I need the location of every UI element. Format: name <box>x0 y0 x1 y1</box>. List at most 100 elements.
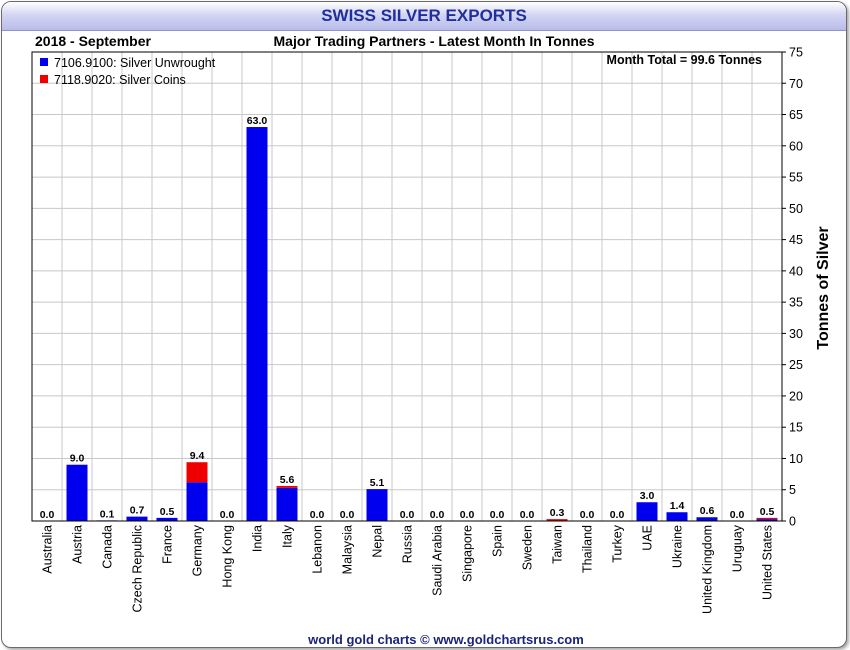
month-total: Month Total = 99.6 Tonnes <box>607 53 762 67</box>
period-label: 2018 - September <box>35 33 151 49</box>
data-label: 0.0 <box>430 509 445 521</box>
category-label: Turkey <box>611 524 625 562</box>
data-label: 0.5 <box>760 506 775 518</box>
bar-unwrought <box>696 517 718 521</box>
data-label: 0.6 <box>700 505 715 517</box>
bar-unwrought <box>246 127 268 521</box>
legend-label-coins: 7118.9020: Silver Coins <box>54 73 186 87</box>
y-tick-label: 30 <box>789 327 803 341</box>
category-label: UAE <box>641 525 655 551</box>
category-label: Sweden <box>521 525 535 570</box>
data-label: 0.0 <box>40 509 55 521</box>
category-label: Nepal <box>371 525 385 558</box>
category-label: Spain <box>491 525 505 557</box>
data-label: 0.0 <box>730 509 745 521</box>
bar-unwrought <box>636 502 658 521</box>
bar-coins <box>546 519 568 521</box>
data-labels: 0.0 9.0 0.1 0.7 0.5 9.4 0.0 63.0 5.6 0.0 0.0 5.1 0.0… <box>40 115 775 521</box>
y-tick-label: 40 <box>789 264 803 278</box>
category-label: Thailand <box>581 525 595 573</box>
grid-layer <box>32 52 782 521</box>
y-tick-label: 70 <box>789 77 803 91</box>
y-axis-label: Tonnes of Silver <box>815 226 832 349</box>
bar-unwrought <box>126 516 148 521</box>
y-tick-label: 65 <box>789 108 803 122</box>
data-label: 63.0 <box>247 115 268 127</box>
footer-credit: world gold charts © www.goldchartsrus.co… <box>307 632 584 647</box>
data-label: 5.6 <box>280 474 295 486</box>
bar-unwrought <box>666 512 688 521</box>
y-tick-label: 45 <box>789 233 803 247</box>
category-label: Czech Republic <box>131 525 145 613</box>
category-label: Australia <box>41 525 55 574</box>
data-label: 0.0 <box>220 509 235 521</box>
data-label: 0.5 <box>160 506 175 518</box>
category-label: India <box>251 525 265 552</box>
legend-swatch-unwrought <box>40 58 48 66</box>
y-tick-label: 75 <box>789 46 803 60</box>
bar-unwrought <box>276 487 298 521</box>
category-label: United Kingdom <box>701 525 715 614</box>
title-bar: SWISS SILVER EXPORTS <box>2 2 846 31</box>
category-label: Saudi Arabia <box>431 525 445 596</box>
chart-title: SWISS SILVER EXPORTS <box>321 6 527 25</box>
bar-unwrought <box>66 464 88 521</box>
x-axis-categories: Australia Austria Canada Czech Republic Fran… <box>41 524 775 614</box>
bar-unwrought <box>186 482 208 521</box>
data-label: 0.0 <box>340 509 355 521</box>
category-label: France <box>161 525 175 564</box>
bar-coins <box>756 517 778 520</box>
bar-unwrought <box>366 489 388 521</box>
data-label: 0.1 <box>100 508 115 520</box>
data-label: 0.3 <box>550 507 565 519</box>
data-label: 1.4 <box>670 500 685 512</box>
category-label: Lebanon <box>311 525 325 574</box>
data-label: 0.0 <box>490 509 505 521</box>
bar-unwrought <box>756 519 778 521</box>
data-label: 9.4 <box>190 450 205 462</box>
y-tick-label: 50 <box>789 202 803 216</box>
category-label: Germany <box>191 524 205 576</box>
data-label: 9.0 <box>70 453 85 465</box>
category-label: Malaysia <box>341 525 355 574</box>
data-label: 0.7 <box>130 505 145 517</box>
category-label: Uruguay <box>731 524 745 572</box>
y-tick-label: 35 <box>789 296 803 310</box>
plot-border <box>31 51 783 522</box>
data-label: 0.0 <box>310 509 325 521</box>
data-label: 5.1 <box>370 477 385 489</box>
legend: 7106.9100: Silver Unwrought 7118.9020: S… <box>40 56 216 87</box>
y-tick-label: 10 <box>789 452 803 466</box>
y-tick-label: 0 <box>789 515 796 529</box>
chart-subtitle: Major Trading Partners - Latest Month In… <box>274 33 595 49</box>
y-tick-label: 20 <box>789 389 803 403</box>
category-label: Austria <box>71 525 85 564</box>
y-tick-label: 60 <box>789 139 803 153</box>
category-label: Canada <box>101 525 115 569</box>
data-label: 0.0 <box>580 509 595 521</box>
category-label: Ukraine <box>671 525 685 568</box>
data-label: 0.0 <box>610 509 625 521</box>
y-axis-ticks: 0 5 10 15 20 25 30 35 40 45 50 55 60 65 70 75 <box>782 46 803 529</box>
category-label: Singapore <box>461 525 475 582</box>
data-label: 0.0 <box>400 509 415 521</box>
bar-unwrought <box>156 517 178 521</box>
data-label: 0.0 <box>520 509 535 521</box>
category-label: Russia <box>401 525 415 563</box>
y-tick-label: 5 <box>789 483 796 497</box>
y-tick-label: 55 <box>789 171 803 185</box>
data-label: 3.0 <box>640 490 655 502</box>
category-label: United States <box>761 525 775 600</box>
bar-coins <box>276 485 298 488</box>
legend-swatch-coins <box>40 75 48 83</box>
y-tick-label: 15 <box>789 421 803 435</box>
category-label: Hong Kong <box>221 525 235 588</box>
bars-layer <box>66 127 778 522</box>
category-label: Taiwan <box>551 525 565 564</box>
legend-label-unwrought: 7106.9100: Silver Unwrought <box>54 56 216 70</box>
category-label: Italy <box>281 524 295 548</box>
data-label: 0.0 <box>460 509 475 521</box>
y-tick-label: 25 <box>789 358 803 372</box>
